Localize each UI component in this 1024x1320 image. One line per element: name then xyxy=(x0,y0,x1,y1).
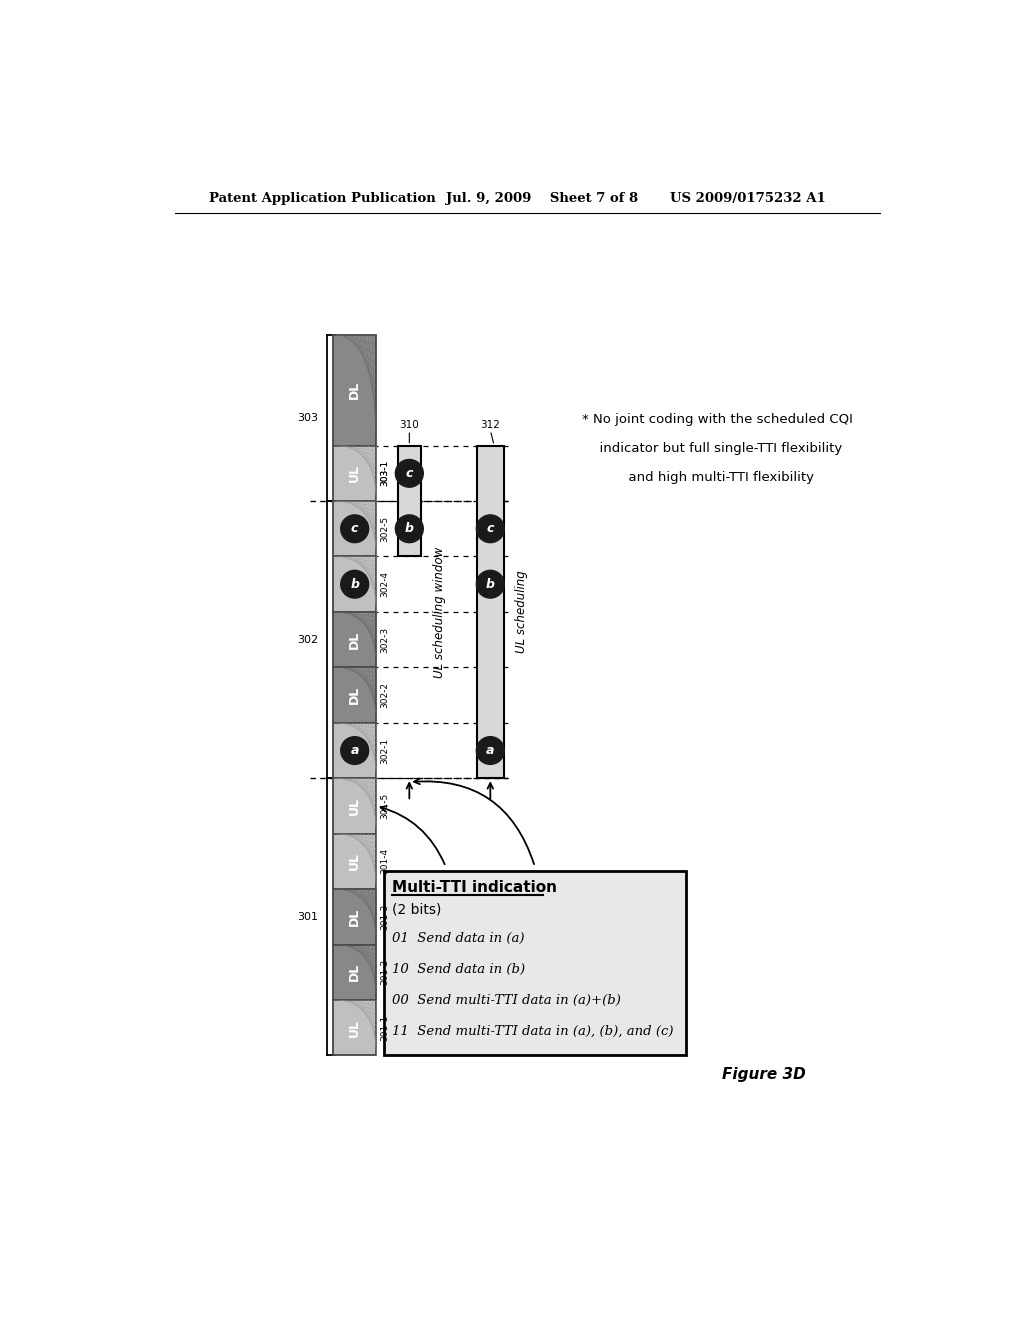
Bar xyxy=(397,446,421,557)
Text: 301-4: 301-4 xyxy=(381,849,390,874)
Text: Multi-TTI indication: Multi-TTI indication xyxy=(391,880,556,895)
Text: c: c xyxy=(406,467,413,480)
Bar xyxy=(334,446,376,502)
Text: 301-3: 301-3 xyxy=(381,904,390,931)
Text: US 2009/0175232 A1: US 2009/0175232 A1 xyxy=(671,191,826,205)
Bar xyxy=(334,1001,376,1056)
Text: 302-5: 302-5 xyxy=(381,516,390,541)
Circle shape xyxy=(341,570,369,598)
Text: 301-2: 301-2 xyxy=(381,960,390,985)
Text: 01  Send data in (a): 01 Send data in (a) xyxy=(391,932,524,945)
Circle shape xyxy=(476,515,504,543)
Bar xyxy=(334,834,376,890)
Text: c: c xyxy=(351,523,358,536)
Bar xyxy=(334,612,376,668)
Text: 302-4: 302-4 xyxy=(381,572,390,597)
Bar xyxy=(334,557,376,612)
Text: UL scheduling: UL scheduling xyxy=(515,570,528,653)
Text: 303-1: 303-1 xyxy=(381,461,390,487)
Text: UL: UL xyxy=(348,742,361,759)
Text: UL scheduling window: UL scheduling window xyxy=(432,546,445,677)
Circle shape xyxy=(395,515,423,543)
Bar xyxy=(334,502,376,557)
Bar xyxy=(477,446,504,779)
Text: UL: UL xyxy=(348,465,361,482)
Text: 303-1: 303-1 xyxy=(381,461,390,487)
Text: 312: 312 xyxy=(480,420,501,430)
Text: Jul. 9, 2009    Sheet 7 of 8: Jul. 9, 2009 Sheet 7 of 8 xyxy=(445,191,638,205)
Text: UL: UL xyxy=(348,797,361,814)
Text: 302-3: 302-3 xyxy=(381,627,390,652)
Text: b: b xyxy=(404,523,414,536)
Bar xyxy=(334,945,376,1001)
Circle shape xyxy=(341,515,369,543)
Text: 301: 301 xyxy=(297,912,317,921)
Circle shape xyxy=(395,459,423,487)
Bar xyxy=(334,779,376,834)
Text: 310: 310 xyxy=(399,420,419,430)
Text: 301-1: 301-1 xyxy=(381,1015,390,1041)
Text: Patent Application Publication: Patent Application Publication xyxy=(209,191,436,205)
Bar xyxy=(334,890,376,945)
Text: 00  Send multi-TTI data in (a)+(b): 00 Send multi-TTI data in (a)+(b) xyxy=(391,994,621,1007)
Text: 302-2: 302-2 xyxy=(381,682,390,708)
Bar xyxy=(384,871,686,1056)
Text: c: c xyxy=(486,523,494,536)
Text: DL: DL xyxy=(348,964,361,981)
Text: 10  Send data in (b): 10 Send data in (b) xyxy=(391,964,524,975)
Text: DL: DL xyxy=(348,908,361,925)
Text: UL: UL xyxy=(348,520,361,537)
Text: DL: DL xyxy=(348,381,361,399)
Bar xyxy=(334,335,376,446)
Circle shape xyxy=(476,737,504,764)
Text: 302: 302 xyxy=(297,635,317,644)
Text: * No joint coding with the scheduled CQI: * No joint coding with the scheduled CQI xyxy=(582,412,852,425)
Text: UL: UL xyxy=(348,1019,361,1036)
Text: (2 bits): (2 bits) xyxy=(391,903,441,917)
Text: DL: DL xyxy=(348,631,361,648)
Text: UL: UL xyxy=(348,576,361,593)
Circle shape xyxy=(476,570,504,598)
Text: 301-5: 301-5 xyxy=(381,793,390,820)
Text: Figure 3D: Figure 3D xyxy=(722,1067,805,1082)
Text: b: b xyxy=(350,578,359,591)
Text: indicator but full single-TTI flexibility: indicator but full single-TTI flexibilit… xyxy=(592,442,843,455)
Text: 11  Send multi-TTI data in (a), (b), and (c): 11 Send multi-TTI data in (a), (b), and … xyxy=(391,1024,673,1038)
Circle shape xyxy=(341,737,369,764)
Text: and high multi-TTI flexibility: and high multi-TTI flexibility xyxy=(620,471,814,484)
Text: a: a xyxy=(486,744,495,758)
Text: a: a xyxy=(350,744,358,758)
Text: b: b xyxy=(485,578,495,591)
Text: UL: UL xyxy=(348,853,361,870)
Bar xyxy=(334,668,376,723)
Text: DL: DL xyxy=(348,686,361,704)
Text: 303: 303 xyxy=(297,413,317,422)
Bar xyxy=(334,723,376,779)
Text: 302-1: 302-1 xyxy=(381,738,390,763)
